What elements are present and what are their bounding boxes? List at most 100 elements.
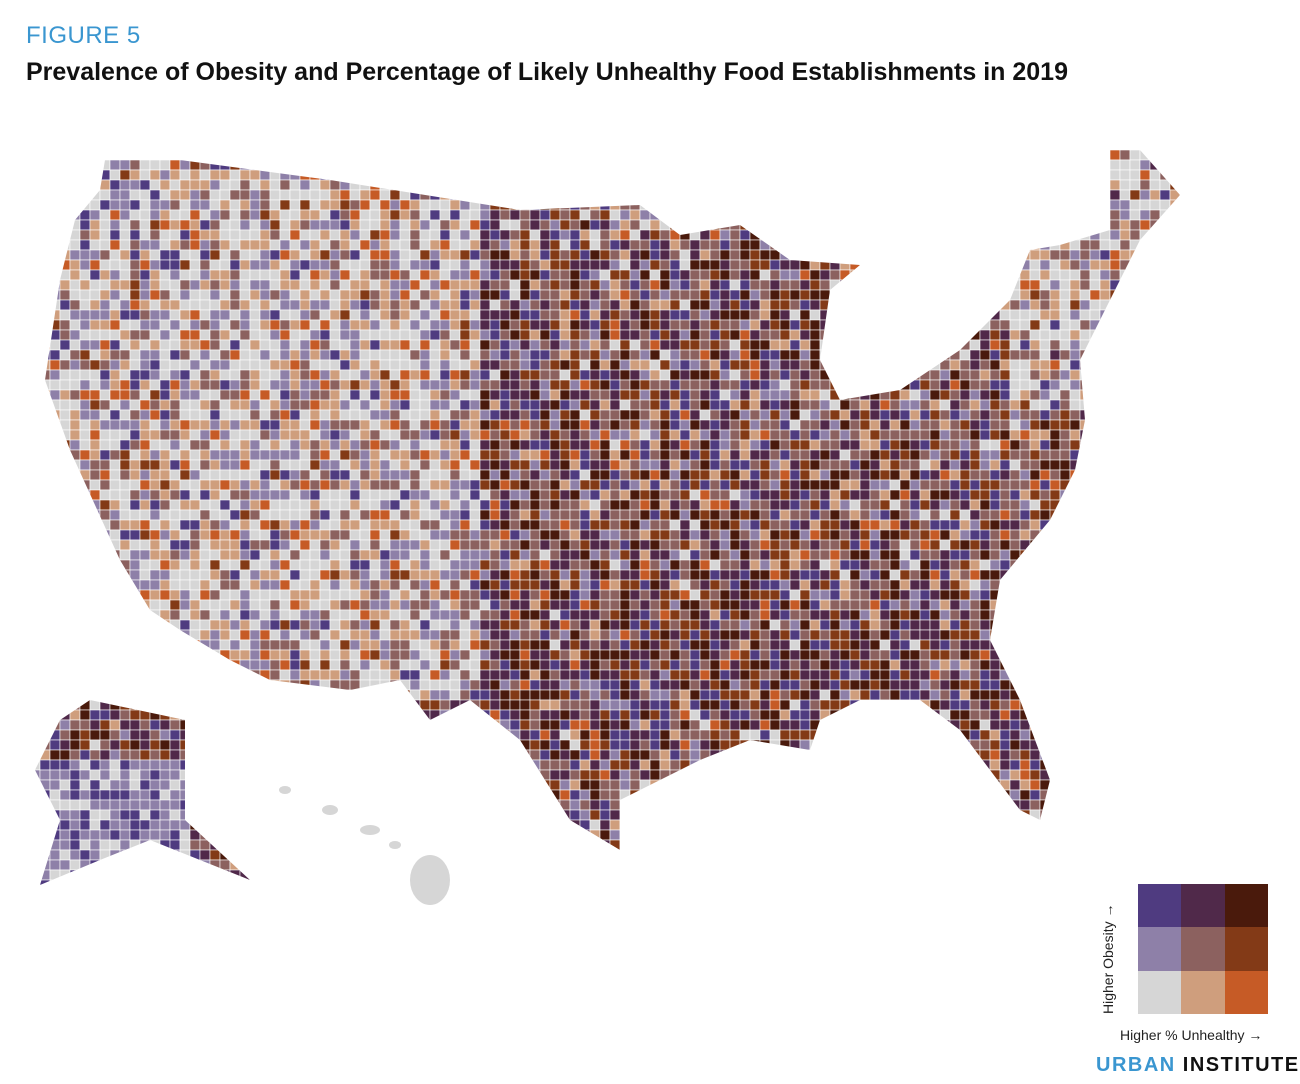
county [35,279,41,291]
county [429,319,441,331]
county [139,169,151,181]
county [809,150,821,151]
county [1179,459,1180,471]
county [1039,369,1051,381]
county [649,479,661,491]
county [549,399,561,411]
county [859,459,871,471]
county [429,439,441,451]
county [159,359,171,371]
county [1019,409,1031,421]
county [1099,279,1111,291]
county [779,150,791,161]
county [139,519,151,531]
county [999,499,1011,511]
county [899,419,911,431]
county [129,239,141,251]
county [689,179,701,191]
county [939,319,951,331]
county [679,289,691,301]
county [419,419,431,431]
county [1039,189,1051,201]
county [399,429,411,441]
county [1069,279,1081,291]
county [249,269,261,281]
county [899,289,911,301]
county [139,150,151,151]
county [369,289,381,301]
county [169,349,181,361]
county [429,399,441,411]
county [1029,549,1041,561]
county [599,219,611,231]
county [1109,489,1121,501]
county [749,529,761,541]
county [849,209,861,221]
county [619,309,631,321]
county [1059,449,1071,461]
county [319,299,331,311]
county [1049,399,1061,411]
county [989,249,1001,261]
county [99,439,111,451]
county [99,319,111,331]
county [269,199,281,211]
county [489,429,501,441]
county [389,479,401,491]
county [819,269,831,281]
county [889,369,901,381]
county [119,469,131,481]
county [849,339,861,351]
county [1019,179,1031,191]
county [1179,339,1180,351]
county [399,259,411,271]
county [299,150,311,151]
county [439,489,451,501]
county [399,539,411,551]
county [729,289,741,301]
county [939,229,951,241]
county [39,159,51,171]
county [569,169,581,181]
county [429,379,441,391]
county [859,529,871,541]
county [869,389,881,401]
county [289,479,301,491]
county [829,249,841,261]
county [139,319,151,331]
county [939,419,951,431]
county [389,319,401,331]
county [899,369,911,381]
county [109,399,121,411]
county [1119,219,1131,231]
county [699,150,711,151]
county [729,379,741,391]
county [259,249,271,261]
county [1029,509,1041,521]
county [599,449,611,461]
county [499,150,511,161]
county [979,549,991,561]
county [759,319,771,331]
county [429,489,441,501]
county [969,489,981,501]
county [189,329,201,341]
county [949,529,961,541]
county [1079,399,1091,411]
county [409,239,421,251]
county [889,539,901,551]
county [219,339,231,351]
county [1009,239,1021,251]
county [869,259,881,271]
county [899,559,911,571]
county [429,369,441,381]
county [959,439,971,451]
county [509,199,521,211]
county [669,379,681,391]
county [899,509,911,521]
county [449,479,461,491]
county [239,150,251,151]
county [289,329,301,341]
county [799,319,811,331]
county [879,539,891,551]
